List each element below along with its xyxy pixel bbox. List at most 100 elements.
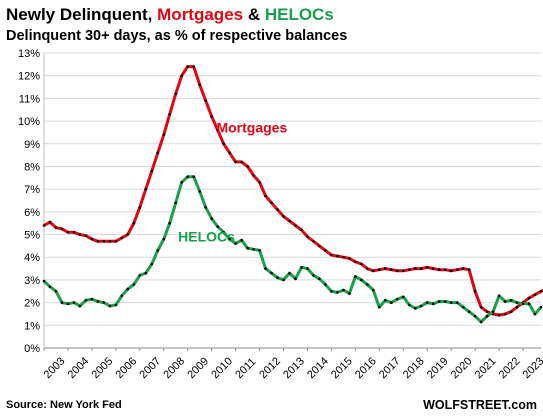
data-point-mortgages xyxy=(396,269,399,273)
data-point-helocs xyxy=(414,307,417,310)
data-point-helocs xyxy=(294,277,297,281)
data-point-mortgages xyxy=(54,226,58,229)
data-point-mortgages xyxy=(228,151,231,155)
data-point-helocs xyxy=(479,320,483,324)
data-point-helocs xyxy=(425,301,429,304)
data-point-mortgages xyxy=(234,160,237,164)
data-point-helocs xyxy=(378,305,381,309)
data-point-mortgages xyxy=(258,181,261,184)
y-tick-label: 1% xyxy=(24,320,40,332)
data-point-mortgages xyxy=(539,290,543,293)
chart-subtitle: Delinquent 30+ days, as % of respective … xyxy=(6,28,347,44)
data-point-helocs xyxy=(443,300,447,303)
data-point-mortgages xyxy=(533,293,537,297)
data-point-mortgages xyxy=(150,169,154,173)
data-point-helocs xyxy=(102,301,106,304)
data-point-mortgages xyxy=(503,312,507,316)
data-point-helocs xyxy=(276,276,279,280)
data-point-mortgages xyxy=(210,115,213,118)
data-point-mortgages xyxy=(60,227,64,231)
x-tick-label: 2020 xyxy=(449,355,475,381)
y-tick-label: 11% xyxy=(19,93,40,105)
data-point-mortgages xyxy=(461,267,465,270)
series-label: Mortgages xyxy=(216,119,287,135)
data-point-mortgages xyxy=(240,160,243,164)
x-tick-label: 2014 xyxy=(305,355,331,381)
data-point-mortgages xyxy=(114,240,118,243)
data-point-helocs xyxy=(431,302,435,306)
data-point-helocs xyxy=(156,249,160,252)
data-point-mortgages xyxy=(282,215,285,218)
y-tick-label: 3% xyxy=(24,275,40,287)
data-point-mortgages xyxy=(222,142,225,146)
data-point-mortgages xyxy=(306,235,309,239)
data-point-mortgages xyxy=(455,268,459,272)
data-point-mortgages xyxy=(120,236,124,240)
data-point-helocs xyxy=(455,301,459,304)
data-point-mortgages xyxy=(42,224,46,227)
x-tick-label: 2016 xyxy=(353,355,379,381)
data-point-helocs xyxy=(216,225,219,228)
x-tick-label: 2010 xyxy=(209,355,235,381)
data-point-mortgages xyxy=(467,268,471,272)
data-point-helocs xyxy=(318,277,321,281)
y-tick-label: 13% xyxy=(18,48,40,60)
data-point-mortgages xyxy=(270,201,273,205)
data-point-mortgages xyxy=(437,268,441,272)
data-point-mortgages xyxy=(384,267,387,270)
data-point-helocs xyxy=(449,301,453,304)
data-point-helocs xyxy=(527,302,531,306)
y-tick-label: 6% xyxy=(24,207,40,219)
x-tick-label: 2004 xyxy=(66,355,92,381)
data-point-helocs xyxy=(491,310,495,314)
data-point-mortgages xyxy=(180,74,183,77)
data-point-helocs xyxy=(192,175,195,178)
data-point-helocs xyxy=(252,248,255,251)
data-point-mortgages xyxy=(66,231,70,234)
data-point-mortgages xyxy=(419,267,423,270)
data-point-mortgages xyxy=(402,269,405,273)
data-point-mortgages xyxy=(312,240,315,243)
data-point-mortgages xyxy=(479,305,483,309)
data-point-helocs xyxy=(264,267,267,270)
data-point-helocs xyxy=(419,304,423,308)
data-point-helocs xyxy=(270,271,273,275)
data-point-helocs xyxy=(467,310,471,314)
data-point-mortgages xyxy=(198,83,201,87)
data-point-helocs xyxy=(114,303,118,307)
y-tick-label: 7% xyxy=(24,184,40,196)
data-point-mortgages xyxy=(497,313,501,317)
x-tick-label: 2006 xyxy=(113,355,139,381)
data-point-mortgages xyxy=(431,267,435,270)
data-point-helocs xyxy=(186,175,189,178)
data-point-mortgages xyxy=(192,65,195,68)
x-tick-label: 2011 xyxy=(233,356,258,381)
data-point-mortgages xyxy=(408,268,411,272)
gridlines xyxy=(44,52,541,349)
data-point-helocs xyxy=(306,267,309,270)
data-point-mortgages xyxy=(425,266,429,269)
data-point-mortgages xyxy=(443,268,447,272)
data-point-helocs xyxy=(533,312,537,316)
data-point-mortgages xyxy=(216,128,219,132)
data-point-mortgages xyxy=(132,221,136,225)
data-point-mortgages xyxy=(485,310,489,314)
series-label: HELOCs xyxy=(178,228,235,244)
x-tick-label: 2008 xyxy=(161,355,187,381)
data-point-mortgages xyxy=(90,237,94,241)
x-tick-label: 2005 xyxy=(90,355,116,381)
x-tick-label: 2012 xyxy=(257,355,283,381)
data-point-mortgages xyxy=(294,224,297,227)
data-point-helocs xyxy=(312,274,315,277)
data-point-helocs xyxy=(473,314,477,318)
data-point-helocs xyxy=(288,271,291,275)
title-segment: Newly Delinquent, xyxy=(6,5,152,24)
data-point-helocs xyxy=(90,297,94,301)
data-point-helocs xyxy=(372,288,375,292)
data-point-helocs xyxy=(509,299,513,302)
data-point-helocs xyxy=(60,301,64,304)
data-point-helocs xyxy=(485,314,489,318)
data-point-helocs xyxy=(204,206,207,209)
